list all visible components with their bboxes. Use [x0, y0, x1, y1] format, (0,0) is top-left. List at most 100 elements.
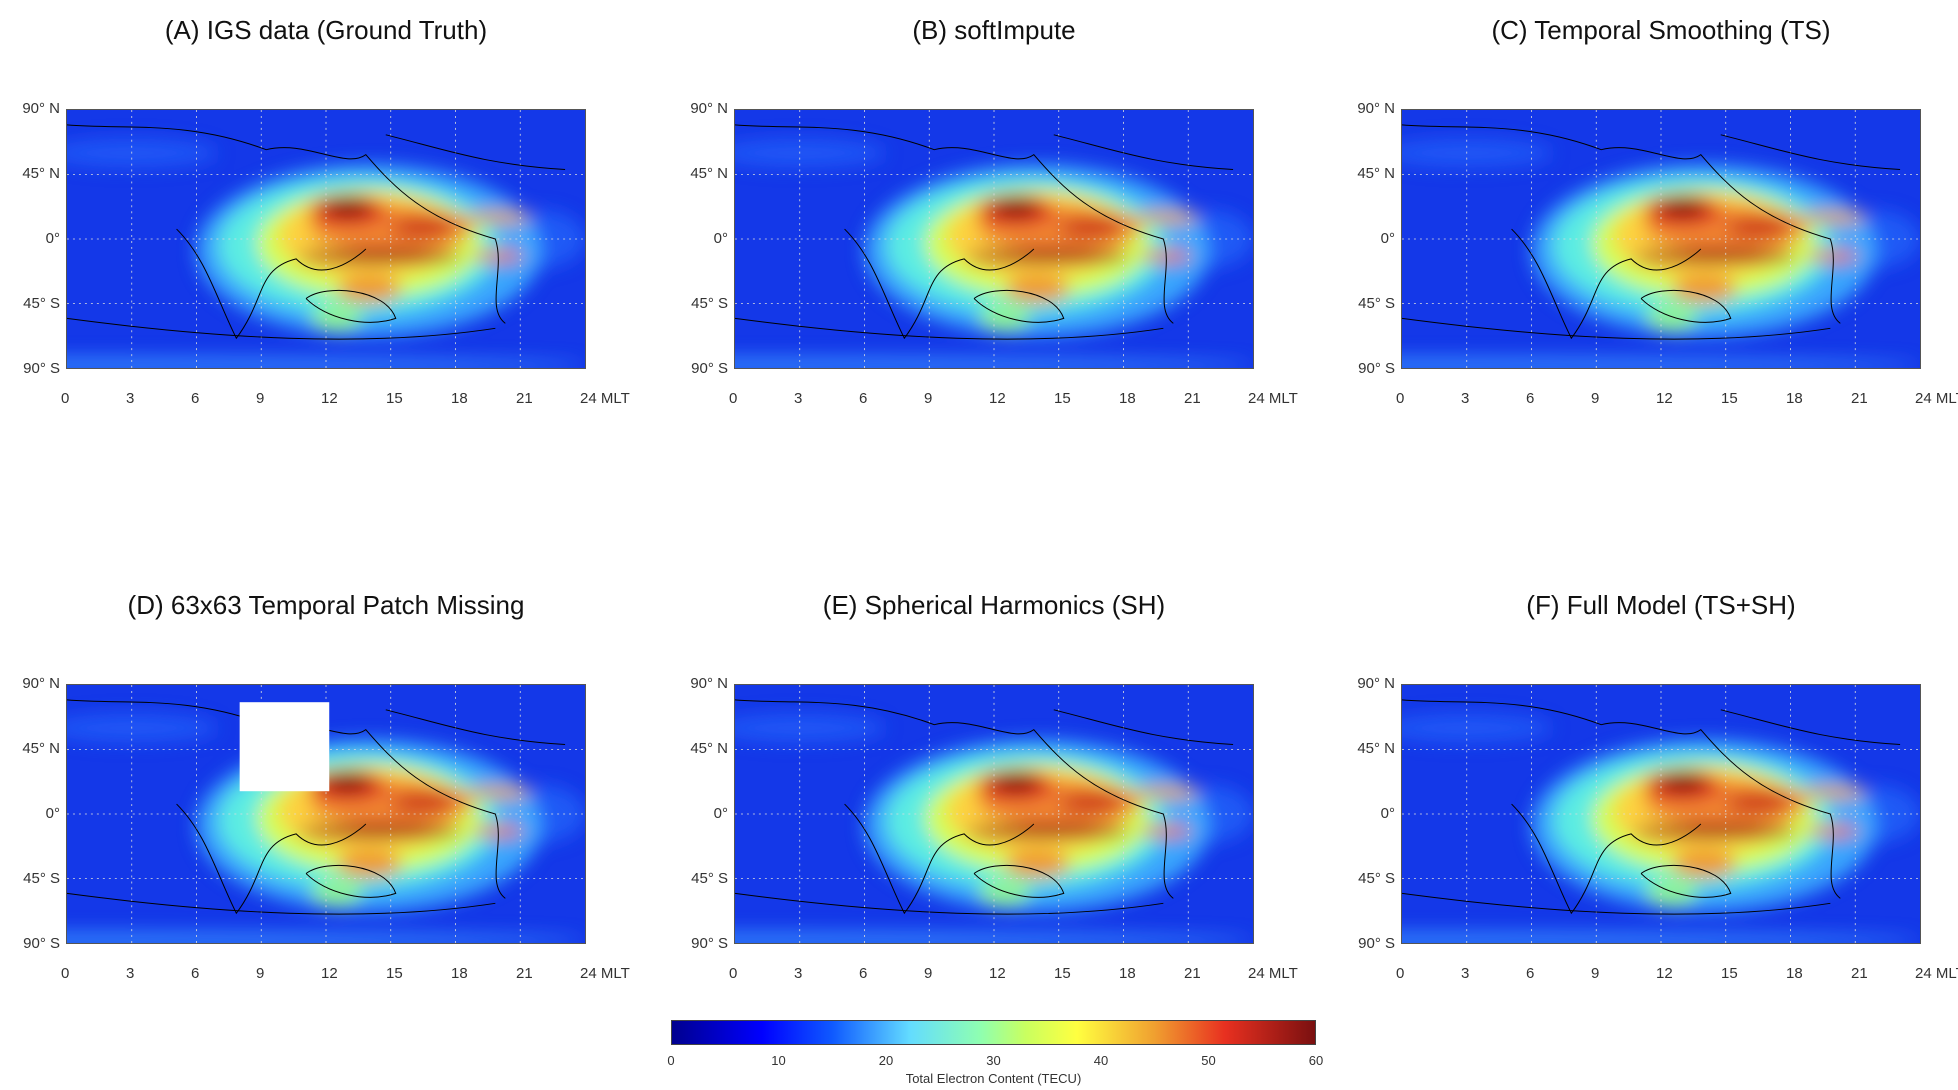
tec-blob	[67, 138, 219, 168]
x-tick-label: 24 MLT	[1248, 390, 1298, 407]
tec-blob	[336, 274, 402, 304]
x-tick-label: 3	[126, 390, 135, 407]
colorbar-label: Total Electron Content (TECU)	[905, 1071, 1082, 1086]
tec-blob	[297, 824, 462, 839]
panel-title: (F) Full Model (TS+SH)	[1526, 590, 1796, 620]
y-tick-label: 90° N	[1357, 100, 1395, 117]
x-tick-label: 15	[386, 390, 403, 407]
tec-blob	[735, 931, 1253, 943]
y-tick-label: 90° S	[1358, 360, 1395, 377]
x-tick-label: 21	[1851, 965, 1868, 982]
y-tick-label: 45° S	[691, 295, 728, 312]
y-tick-label: 0°	[713, 230, 728, 247]
colorbar-tick-label: 60	[1308, 1053, 1324, 1068]
x-tick-label: 21	[1184, 390, 1201, 407]
tec-blob	[310, 878, 363, 908]
colorbar	[671, 1020, 1316, 1045]
x-tick-label: 0	[1396, 390, 1405, 407]
coastline	[1402, 124, 1901, 340]
coastline	[735, 124, 1234, 340]
tec-blob	[1801, 210, 1867, 225]
tec-blob	[965, 824, 1130, 839]
y-tick-label: 90° N	[690, 100, 728, 117]
x-tick-label: 12	[1656, 390, 1673, 407]
y-tick-label: 90° N	[690, 675, 728, 692]
y-tick-label: 90° S	[23, 935, 60, 952]
y-tick-label: 45° N	[22, 740, 60, 757]
tec-blob	[1645, 878, 1698, 908]
x-tick-label: 0	[61, 390, 70, 407]
x-tick-label: 12	[989, 390, 1006, 407]
x-tick-label: 15	[386, 965, 403, 982]
x-tick-label: 21	[516, 390, 533, 407]
colorbar-tick-label: 40	[1093, 1053, 1109, 1068]
x-tick-label: 18	[451, 965, 468, 982]
x-tick-label: 24 MLT	[580, 390, 630, 407]
x-tick-label: 18	[1119, 390, 1136, 407]
x-tick-label: 0	[729, 390, 738, 407]
tec-blob	[735, 138, 887, 168]
x-tick-label: 15	[1054, 965, 1071, 982]
x-tick-label: 18	[1119, 965, 1136, 982]
x-tick-label: 0	[61, 965, 70, 982]
x-tick-label: 18	[451, 390, 468, 407]
y-tick-label: 0°	[45, 805, 60, 822]
tec-blob	[965, 249, 1130, 264]
tec-blob	[1658, 197, 1707, 218]
missing-patch	[239, 702, 330, 792]
tec-blob	[1134, 210, 1200, 225]
x-tick-label: 9	[1591, 390, 1600, 407]
tec-blob	[1402, 356, 1920, 368]
tec-blob	[1632, 824, 1797, 839]
panel-title: (E) Spherical Harmonics (SH)	[822, 590, 1166, 620]
x-tick-label: 9	[1591, 965, 1600, 982]
y-tick-label: 90° S	[1358, 935, 1395, 952]
x-tick-label: 0	[1396, 965, 1405, 982]
x-tick-label: 6	[191, 390, 200, 407]
tec-blob	[1645, 303, 1698, 333]
y-tick-label: 0°	[1380, 805, 1395, 822]
tec-blob	[735, 713, 887, 743]
tec-blob	[1725, 793, 1791, 812]
x-tick-label: 6	[859, 390, 868, 407]
heatmap-panel	[66, 109, 586, 369]
y-tick-label: 90° N	[22, 100, 60, 117]
x-tick-label: 6	[1526, 390, 1535, 407]
tec-blob	[1671, 849, 1737, 879]
x-tick-label: 6	[1526, 965, 1535, 982]
tec-blob	[1058, 793, 1124, 812]
y-tick-label: 90° S	[691, 935, 728, 952]
tec-blob	[1671, 274, 1737, 304]
tec-blob	[67, 713, 219, 743]
tec-blob	[466, 785, 532, 800]
x-tick-label: 24 MLT	[580, 965, 630, 982]
panel-title: (A) IGS data (Ground Truth)	[164, 15, 488, 45]
tec-blob	[1402, 713, 1554, 743]
x-tick-label: 12	[989, 965, 1006, 982]
x-tick-label: 3	[794, 965, 803, 982]
x-tick-label: 24 MLT	[1915, 965, 1958, 982]
y-tick-label: 90° S	[691, 360, 728, 377]
x-tick-label: 9	[924, 965, 933, 982]
y-tick-label: 45° S	[23, 295, 60, 312]
x-tick-label: 9	[256, 390, 265, 407]
x-tick-label: 3	[794, 390, 803, 407]
y-tick-label: 90° S	[23, 360, 60, 377]
tec-blob	[978, 878, 1031, 908]
tec-blob	[466, 210, 532, 225]
tec-blob	[1658, 772, 1707, 793]
y-tick-label: 45° S	[23, 870, 60, 887]
x-tick-label: 6	[859, 965, 868, 982]
colorbar-tick-label: 50	[1201, 1053, 1216, 1068]
y-tick-label: 45° S	[1358, 870, 1395, 887]
tec-blob	[390, 793, 456, 812]
x-tick-label: 24 MLT	[1915, 390, 1958, 407]
y-tick-label: 45° N	[690, 165, 728, 182]
x-tick-label: 6	[191, 965, 200, 982]
y-tick-label: 45° N	[690, 740, 728, 757]
x-tick-label: 18	[1786, 965, 1803, 982]
heatmap-panel	[1401, 684, 1921, 944]
tec-blob	[297, 249, 462, 264]
x-tick-label: 21	[1184, 965, 1201, 982]
panel-title: (D) 63x63 Temporal Patch Missing	[127, 590, 525, 620]
